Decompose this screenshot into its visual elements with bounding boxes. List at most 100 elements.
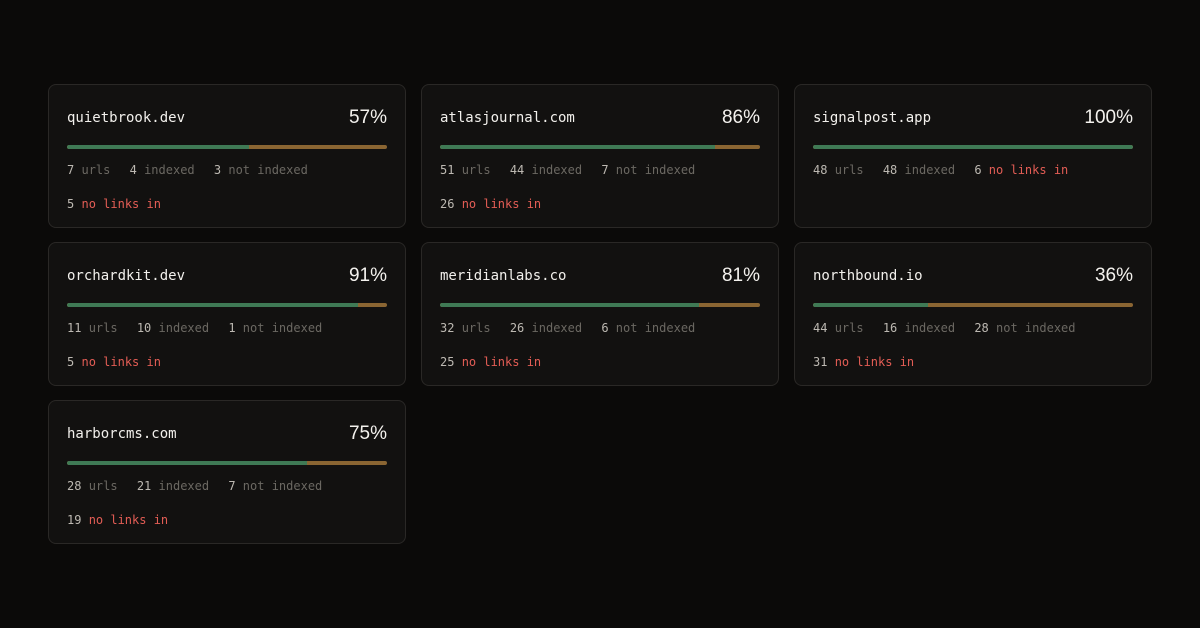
urls-count: 48 [813,163,828,177]
domain-name: atlasjournal.com [440,110,575,126]
not-indexed-label: not indexed [242,321,323,335]
domain-name: quietbrook.dev [67,110,186,126]
card-header: signalpost.app 100% [813,105,1133,131]
site-card-grid: quietbrook.dev 57% 7 urls 4 indexed 3 no… [48,84,1152,544]
indexed-count: 26 [509,321,525,335]
index-percent: 36% [1094,265,1133,286]
indexed-label: indexed [144,163,195,177]
index-percent: 75% [348,423,387,444]
urls-label: urls [88,479,118,493]
not-indexed-label: not indexed [996,321,1076,335]
card-header: harborcms.com 75% [67,421,387,447]
not-indexed-count: 3 [213,163,222,177]
not-indexed-label: not indexed [242,479,323,493]
index-progress-bar [67,461,387,465]
site-card[interactable]: harborcms.com 75% 28 urls 21 indexed 7 n… [48,400,406,544]
domain-name: meridianlabs.co [440,268,567,284]
indexed-count: 4 [129,163,137,177]
no-links-in-label: no links in [461,197,542,211]
no-links-in-label: no links in [88,513,169,527]
domain-name: orchardkit.dev [67,268,186,284]
indexed-label: indexed [158,321,210,335]
stats-row: 51 urls 44 indexed 7 not indexed [440,163,760,177]
not-indexed-count: 1 [228,321,236,335]
indexed-fill [440,145,716,149]
indexed-label: indexed [904,321,956,335]
urls-count: 32 [440,321,455,335]
orphan-row: 31 no links in [813,355,1133,369]
not-indexed-count: 7 [228,479,236,493]
indexed-fill [67,303,359,307]
indexed-fill [440,303,700,307]
card-header: quietbrook.dev 57% [67,105,387,131]
orphan-row: 25 no links in [440,355,760,369]
index-percent: 100% [1084,107,1133,128]
no-links-in-label: no links in [81,197,161,211]
no-links-in-label: no links in [834,355,915,369]
site-card[interactable]: meridianlabs.co 81% 32 urls 26 indexed 6… [421,242,779,386]
orphan-row: 5 no links in [67,197,387,211]
card-header: meridianlabs.co 81% [440,263,760,289]
site-card[interactable]: orchardkit.dev 91% 11 urls 10 indexed 1 … [48,242,406,386]
indexed-count: 10 [136,321,152,335]
index-percent: 91% [348,265,387,286]
stats-row: 11 urls 10 indexed 1 not indexed [67,321,387,335]
not-indexed-count: 28 [974,321,989,335]
no-links-in-count: 5 [67,355,75,369]
no-links-in-count: 5 [67,197,75,211]
no-links-in-count: 6 [974,163,982,177]
urls-label: urls [834,163,864,177]
index-progress-bar [67,145,387,149]
index-progress-bar [813,303,1133,307]
not-indexed-label: not indexed [228,163,308,177]
urls-label: urls [834,321,864,335]
no-links-in-count: 25 [440,355,455,369]
index-progress-bar [440,145,760,149]
index-progress-bar [440,303,760,307]
urls-label: urls [81,163,111,177]
urls-count: 44 [813,321,828,335]
indexed-count: 21 [136,479,152,493]
domain-name: northbound.io [813,268,923,284]
stats-row: 48 urls 48 indexed 6 no links in [813,163,1133,177]
index-percent: 57% [348,107,387,128]
not-indexed-count: 7 [601,163,609,177]
orphan-row: 19 no links in [67,513,387,527]
site-card[interactable]: quietbrook.dev 57% 7 urls 4 indexed 3 no… [48,84,406,228]
urls-count: 28 [67,479,82,493]
site-card[interactable]: signalpost.app 100% 48 urls 48 indexed 6… [794,84,1152,228]
indexed-label: indexed [904,163,956,177]
urls-label: urls [461,321,491,335]
urls-label: urls [88,321,118,335]
urls-count: 11 [67,321,82,335]
index-progress-bar [813,145,1133,149]
stats-row: 7 urls 4 indexed 3 not indexed [67,163,387,177]
card-header: northbound.io 36% [813,263,1133,289]
indexed-fill [67,145,250,149]
no-links-in-label: no links in [988,163,1069,177]
card-header: orchardkit.dev 91% [67,263,387,289]
site-card[interactable]: northbound.io 36% 44 urls 16 indexed 28 … [794,242,1152,386]
no-links-in-label: no links in [461,355,542,369]
domain-name: harborcms.com [67,426,177,442]
no-links-in-label: no links in [81,355,161,369]
indexed-count: 44 [509,163,525,177]
urls-label: urls [461,163,491,177]
indexed-label: indexed [531,163,583,177]
orphan-row: 5 no links in [67,355,387,369]
no-links-in-count: 26 [440,197,455,211]
indexed-fill [813,145,1133,149]
not-indexed-label: not indexed [615,163,696,177]
indexed-label: indexed [158,479,210,493]
stats-row: 32 urls 26 indexed 6 not indexed [440,321,760,335]
no-links-in-count: 19 [67,513,82,527]
site-card[interactable]: atlasjournal.com 86% 51 urls 44 indexed … [421,84,779,228]
orphan-row: 26 no links in [440,197,760,211]
indexed-fill [813,303,929,307]
not-indexed-label: not indexed [615,321,696,335]
not-indexed-count: 6 [601,321,609,335]
index-progress-bar [67,303,387,307]
index-percent: 81% [721,265,760,286]
index-percent: 86% [721,107,760,128]
urls-count: 7 [67,163,75,177]
